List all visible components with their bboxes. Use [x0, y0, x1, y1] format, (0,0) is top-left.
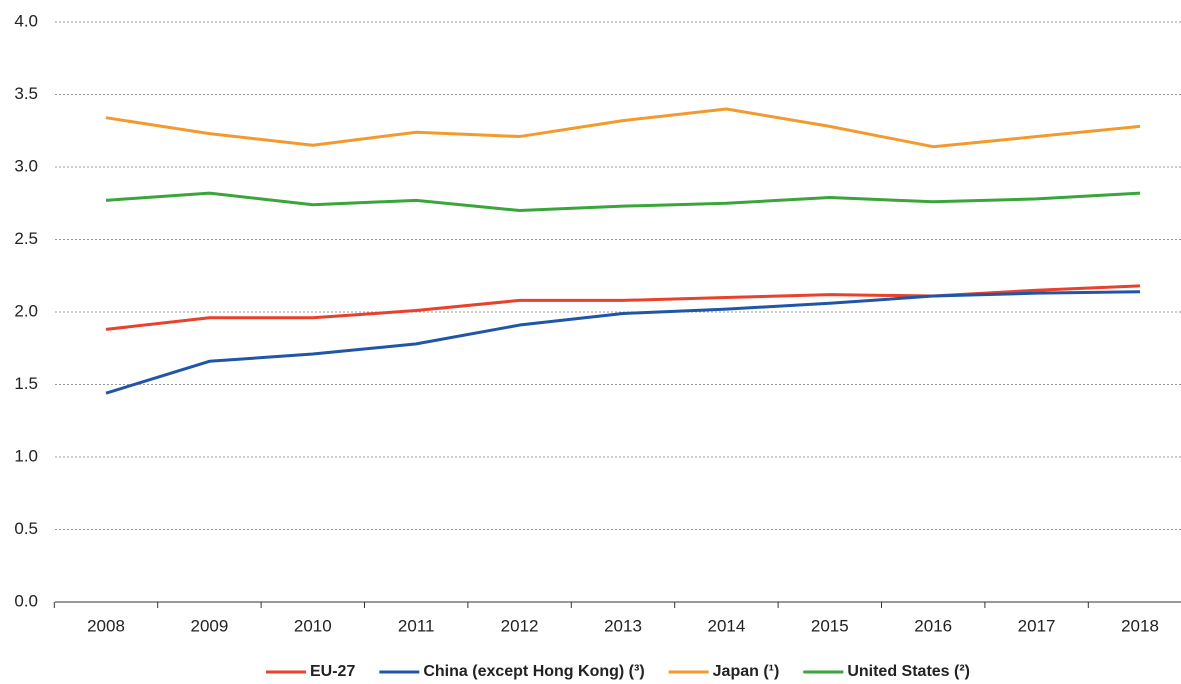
series-line [105, 191, 1141, 212]
y-tick-label: 2.0 [14, 301, 38, 320]
y-tick-label: 1.5 [14, 374, 38, 393]
x-tick-label: 2010 [294, 616, 332, 635]
x-tick-label: 2018 [1121, 616, 1159, 635]
y-tick-label: 3.0 [14, 156, 38, 175]
y-tick-label: 2.5 [14, 229, 38, 248]
x-tick-label: 2012 [501, 616, 539, 635]
x-tick-label: 2008 [87, 616, 125, 635]
x-tick-label: 2014 [707, 616, 745, 635]
series-line [105, 284, 1141, 331]
y-tick-label: 1.0 [14, 446, 38, 465]
x-tick-label: 2013 [604, 616, 642, 635]
series-line [105, 290, 1141, 395]
legend-label: China (except Hong Kong) (³) [423, 663, 644, 680]
legend-label: Japan (¹) [713, 663, 780, 680]
y-tick-label: 4.0 [14, 11, 38, 30]
x-tick-label: 2015 [811, 616, 849, 635]
legend-label: EU-27 [310, 663, 355, 680]
x-tick-label: 2009 [190, 616, 228, 635]
y-tick-label: 0.5 [14, 519, 38, 538]
x-tick-label: 2017 [1018, 616, 1056, 635]
x-tick-label: 2016 [914, 616, 952, 635]
y-tick-label: 0.0 [14, 591, 38, 610]
y-tick-label: 3.5 [14, 84, 38, 103]
x-tick-label: 2011 [398, 616, 435, 635]
legend-label: United States (²) [847, 663, 970, 680]
series-line [105, 107, 1141, 149]
